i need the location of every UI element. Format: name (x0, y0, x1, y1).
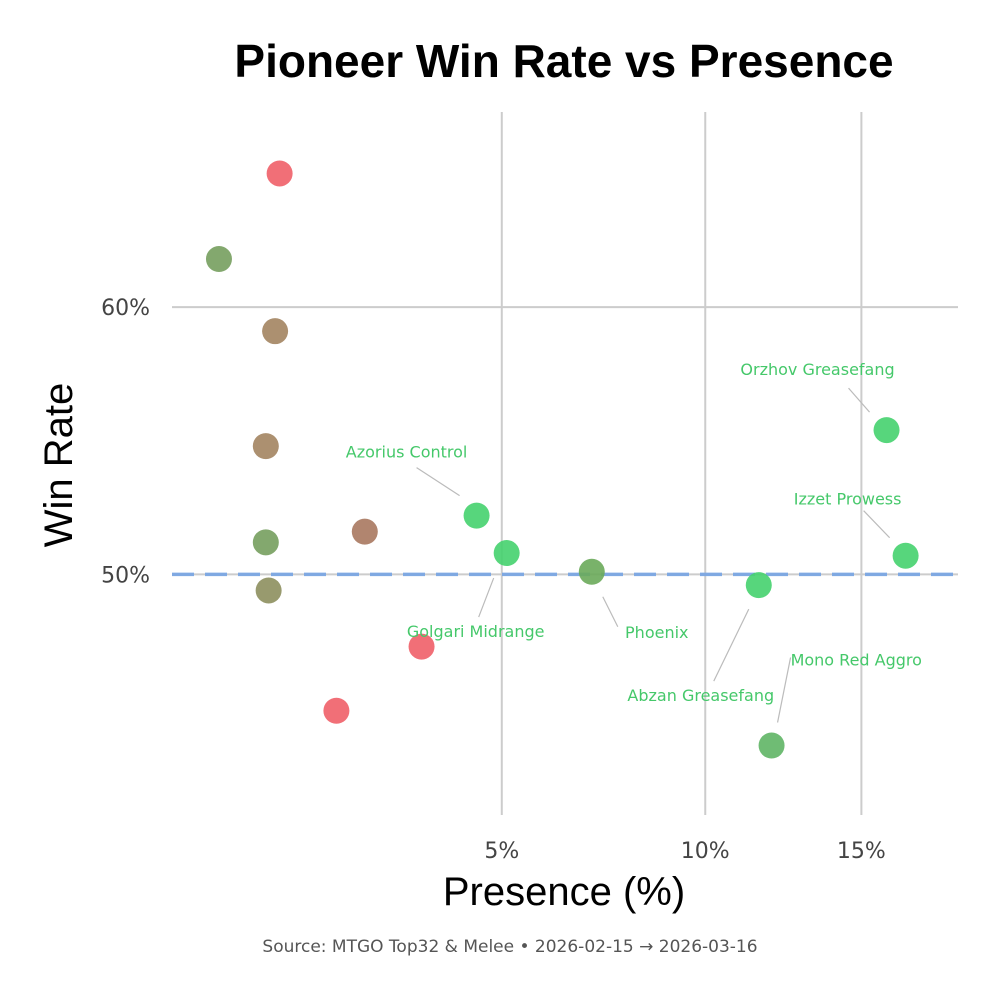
data-point (463, 502, 490, 529)
data-point (493, 540, 520, 567)
axis-ticks: 5% 10% 15% 50% 60% (101, 296, 886, 864)
point-label: Golgari Midrange (407, 622, 545, 641)
data-point (892, 542, 919, 569)
data-point (323, 697, 350, 724)
data-point (758, 732, 785, 759)
data-point (351, 518, 378, 545)
label-connector (602, 596, 619, 628)
label-connectors (416, 387, 891, 723)
label-connector (863, 510, 891, 539)
point-labels: Azorius Control Golgari Midrange Phoenix Ab… (346, 360, 922, 705)
data-point (252, 433, 279, 460)
y-axis-title: Win Rate (37, 383, 81, 548)
data-point (873, 417, 900, 444)
x-axis-title: Presence (%) (443, 870, 685, 914)
data-point (205, 246, 232, 273)
data-point (255, 577, 282, 604)
data-points (205, 160, 919, 759)
gridlines (172, 112, 958, 815)
data-point (408, 633, 435, 660)
source-caption: Source: MTGO Top32 & Melee • 2026-02-15 … (262, 937, 757, 957)
chart-title: Pioneer Win Rate vs Presence (234, 35, 893, 87)
x-tick-label: 5% (484, 839, 519, 864)
point-label: Mono Red Aggro (791, 651, 922, 670)
x-tick-label: 10% (681, 839, 730, 864)
label-connector (713, 608, 750, 682)
point-label: Izzet Prowess (794, 490, 902, 509)
label-connector (776, 657, 792, 723)
y-tick-label: 60% (101, 296, 150, 321)
data-point (252, 529, 279, 556)
point-label: Orzhov Greasefang (740, 360, 894, 379)
label-connector (416, 467, 460, 497)
data-point (578, 558, 605, 585)
x-tick-label: 15% (837, 839, 886, 864)
point-label: Phoenix (625, 623, 688, 642)
point-label: Azorius Control (346, 443, 468, 462)
data-point (266, 160, 293, 187)
point-label: Abzan Greasefang (627, 686, 774, 705)
data-point (262, 318, 289, 345)
data-point (745, 572, 772, 599)
label-connector (478, 577, 495, 618)
y-tick-label: 50% (101, 563, 150, 588)
label-connector (848, 387, 870, 413)
